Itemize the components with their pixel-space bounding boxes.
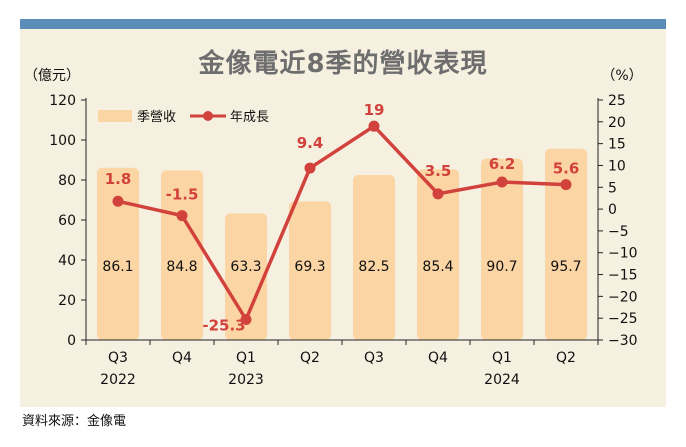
source-note: 資料來源：金像電 [22, 414, 127, 429]
right-axis-tick-label: −30 [608, 333, 638, 349]
legend-line-label: 年成長 [230, 110, 269, 125]
revenue-bar-label: 63.3 [230, 259, 261, 275]
right-axis-tick-label: −10 [608, 246, 638, 262]
growth-label: -1.5 [166, 186, 199, 204]
x-axis-category-label: Q2 [556, 350, 576, 366]
left-axis-tick-label: 80 [58, 173, 76, 189]
right-axis-tick-label: 20 [608, 115, 626, 131]
left-axis-tick-label: 0 [67, 333, 76, 349]
revenue-bar-label: 85.4 [422, 259, 453, 275]
revenue-bar-label: 84.8 [166, 259, 197, 275]
growth-marker [432, 188, 444, 200]
legend-bar-swatch [98, 110, 132, 122]
right-axis-tick-label: −5 [608, 224, 629, 240]
growth-marker [496, 176, 508, 188]
left-axis-unit: （億元） [24, 68, 80, 84]
revenue-bar [417, 169, 459, 340]
legend: 季營收 年成長 [98, 110, 269, 125]
growth-label: 19 [364, 101, 385, 119]
growth-marker [304, 162, 316, 174]
revenue-bar [289, 201, 331, 340]
right-axis-tick-label: −15 [608, 268, 638, 284]
growth-marker [368, 120, 380, 132]
left-axis-tick-label: 100 [49, 133, 76, 149]
legend-line-marker [203, 111, 213, 121]
x-axis-category-label: Q3 [364, 350, 384, 366]
x-axis-category-label: Q2 [300, 350, 320, 366]
left-axis-tick-label: 60 [58, 213, 76, 229]
growth-label: 1.8 [105, 170, 132, 188]
growth-marker [112, 195, 124, 207]
revenue-bar-label: 86.1 [102, 259, 133, 275]
growth-label: -25.3 [202, 316, 245, 334]
revenue-bar-label: 95.7 [550, 259, 581, 275]
growth-label: 5.6 [553, 160, 580, 178]
right-axis-tick-label: 0 [608, 202, 617, 218]
x-axis-year-label: 2024 [484, 372, 520, 388]
x-axis-category-label: Q4 [172, 350, 192, 366]
left-axis-tick-label: 120 [49, 93, 76, 109]
revenue-bar-label: 69.3 [294, 259, 325, 275]
x-axis-year-label: 2023 [228, 372, 264, 388]
revenue-bar-label: 82.5 [358, 259, 389, 275]
revenue-bar [545, 148, 587, 340]
x-axis-category-label: Q1 [492, 350, 512, 366]
right-axis-tick-label: 5 [608, 180, 617, 196]
revenue-bar [97, 167, 139, 340]
growth-marker [176, 210, 188, 222]
right-axis-unit: （%） [601, 68, 642, 84]
x-axis-category-label: Q3 [108, 350, 128, 366]
growth-label: 9.4 [297, 134, 324, 152]
revenue-bar [225, 213, 267, 340]
x-axis-category-label: Q4 [428, 350, 448, 366]
right-axis-tick-label: 10 [608, 158, 626, 174]
revenue-bar-label: 90.7 [486, 259, 517, 275]
x-axis-category-label: Q1 [236, 350, 256, 366]
revenue-bar [481, 158, 523, 340]
right-axis-tick-label: −25 [608, 311, 638, 327]
chart-title: 金像電近8季的營收表現 [198, 49, 488, 79]
growth-label: 3.5 [425, 162, 452, 180]
growth-marker [240, 313, 252, 325]
growth-marker [560, 179, 572, 191]
right-axis-tick-label: −20 [608, 289, 638, 305]
x-axis-year-label: 2022 [100, 372, 136, 388]
revenue-bar [353, 175, 395, 340]
growth-label: 6.2 [489, 155, 516, 173]
right-axis-tick-label: 25 [608, 93, 626, 109]
growth-line [117, 124, 567, 322]
left-axis-tick-label: 40 [58, 253, 76, 269]
legend-bar-label: 季營收 [137, 110, 176, 125]
header-bar [20, 19, 666, 29]
left-axis-tick-label: 20 [58, 293, 76, 309]
right-axis-tick-label: 15 [608, 137, 626, 153]
